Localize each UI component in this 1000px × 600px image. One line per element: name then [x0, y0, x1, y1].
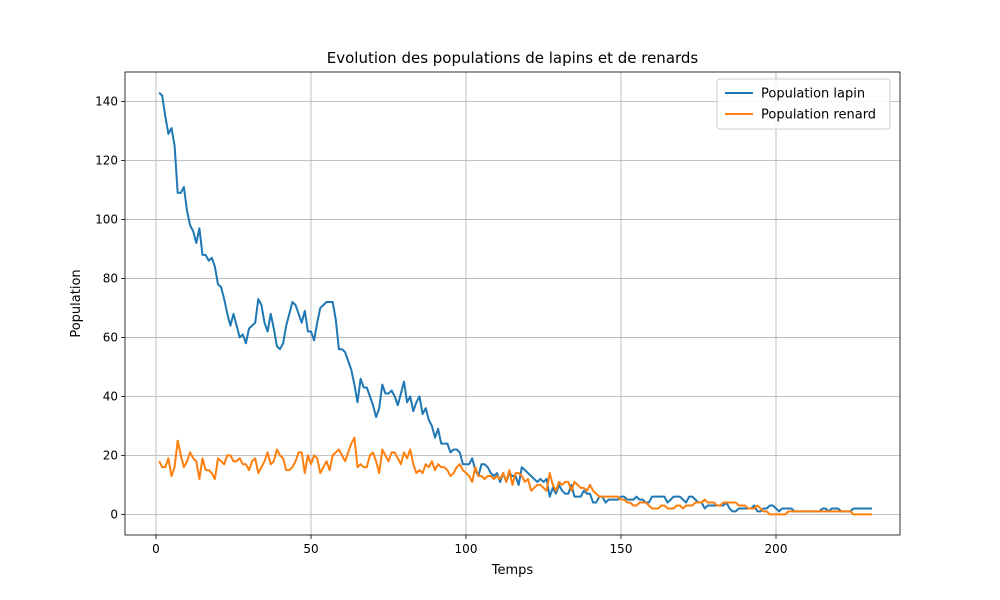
y-tick-label: 60 — [103, 330, 118, 344]
y-tick-label: 100 — [95, 212, 118, 226]
axis-ticks: 0 50 100 150 200 0 20 40 60 80 100 120 140 — [95, 94, 787, 556]
y-tick-label: 0 — [110, 507, 118, 521]
y-axis-label: Population — [69, 269, 84, 337]
x-tick-label: 200 — [765, 542, 788, 556]
series-lines — [158, 91, 873, 516]
x-tick-label: 50 — [303, 542, 318, 556]
legend-box — [716, 78, 891, 130]
legend: Population lapin Population renard — [716, 78, 891, 130]
x-axis-label: Temps — [491, 563, 534, 578]
y-tick-label: 40 — [103, 389, 118, 403]
x-tick-label: 150 — [610, 542, 633, 556]
chart-title: Evolution des populations de lapins et d… — [327, 49, 699, 67]
grid-lines — [125, 72, 900, 535]
legend-label: Population lapin — [761, 87, 865, 102]
y-tick-label: 80 — [103, 271, 118, 285]
y-tick-label: 120 — [95, 153, 118, 167]
plot-frame — [124, 71, 901, 536]
series-line-renard — [158, 436, 873, 516]
y-tick-label: 140 — [95, 94, 118, 108]
legend-label: Population renard — [761, 108, 876, 123]
x-tick-label: 0 — [152, 542, 160, 556]
x-tick-label: 100 — [455, 542, 478, 556]
y-tick-label: 20 — [103, 448, 118, 462]
